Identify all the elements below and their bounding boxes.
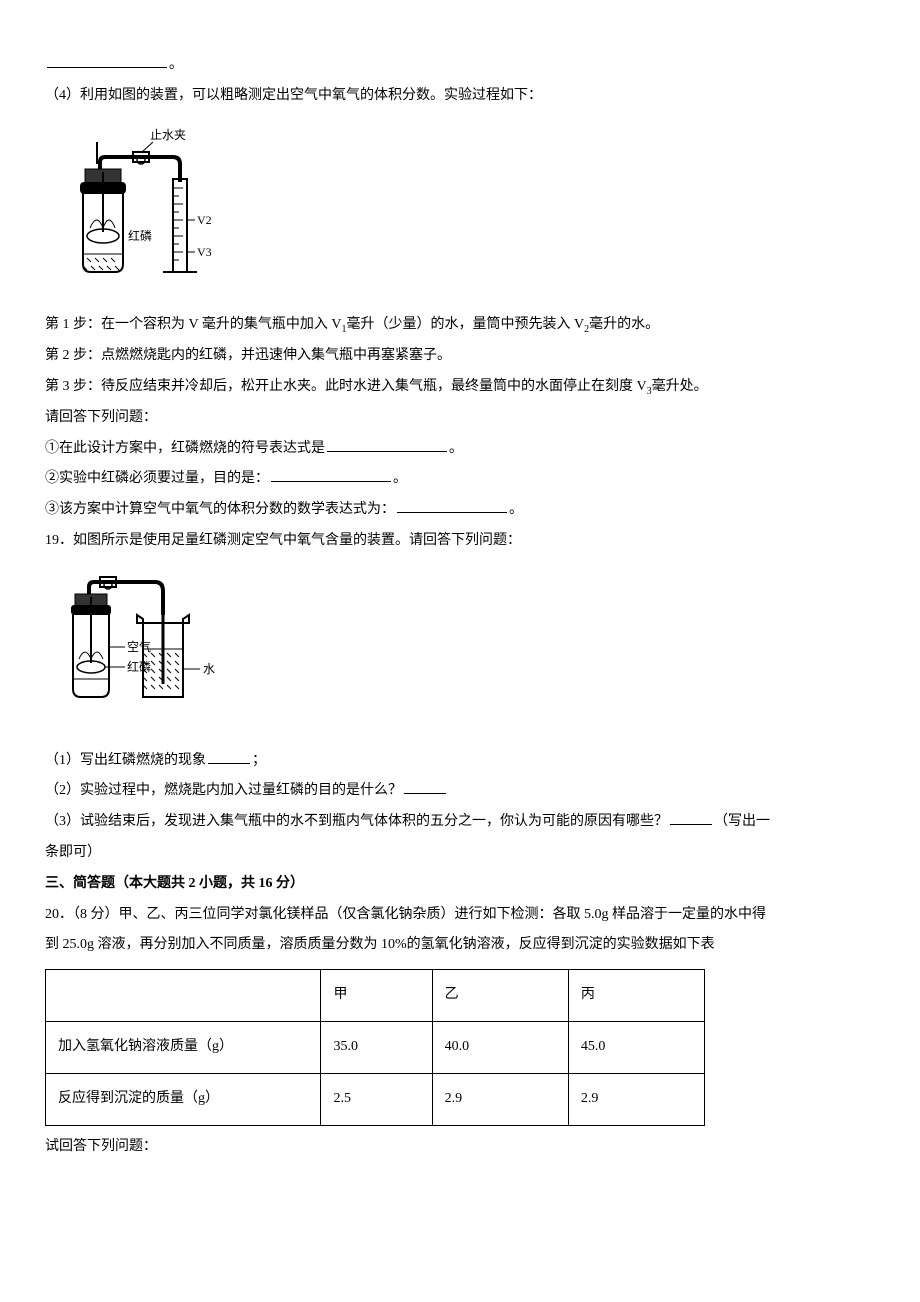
q20-data-table: 甲 乙 丙 加入氢氧化钠溶液质量（g） 35.0 40.0 45.0 反应得到沉…	[45, 969, 705, 1125]
table-cell: 乙	[432, 970, 568, 1022]
phosphorus-label: 红磷	[128, 228, 152, 243]
hanging-blank-line: 。	[45, 50, 875, 81]
table-cell: 2.9	[568, 1073, 704, 1125]
q4-figure: 止水夹 红磷 V2 V3	[45, 124, 875, 297]
apparatus-phosphorus-cylinder-icon: 止水夹 红磷 V2 V3	[45, 124, 215, 284]
section3-heading: 三、简答题（本大题共 2 小题，共 16 分）	[45, 869, 875, 900]
q19-p2: （2）实验过程中，燃烧匙内加入过量红磷的目的是什么？	[45, 776, 875, 807]
q19-p3-line1: （3）试验结束后，发现进入集气瓶中的水不到瓶内气体体积的五分之一，你认为可能的原…	[45, 807, 875, 838]
q4-sub3: ③该方案中计算空气中氧气的体积分数的数学表达式为：。	[45, 495, 875, 526]
q19-p1: （1）写出红磷燃烧的现象；	[45, 746, 875, 777]
table-row: 甲 乙 丙	[46, 970, 705, 1022]
table-cell: 35.0	[321, 1021, 432, 1073]
v2-label: V2	[197, 213, 212, 227]
q4-sub2: ②实验中红磷必须要过量，目的是：。	[45, 464, 875, 495]
table-cell: 40.0	[432, 1021, 568, 1073]
table-cell: 反应得到沉淀的质量（g）	[46, 1073, 321, 1125]
q4-step2: 第 2 步：点燃燃烧匙内的红磷，并迅速伸入集气瓶中再塞紧塞子。	[45, 341, 875, 372]
phosphorus-label-2: 红磷	[127, 659, 151, 674]
table-cell: 2.9	[432, 1073, 568, 1125]
q4-step1: 第 1 步：在一个容积为 V 毫升的集气瓶中加入 V1毫升（少量）的水，量筒中预…	[45, 310, 875, 341]
q4-intro: （4）利用如图的装置，可以粗略测定出空气中氧气的体积分数。实验过程如下：	[45, 81, 875, 112]
apparatus-phosphorus-beaker-icon: 空气 红磷 水	[45, 569, 245, 719]
table-cell: 2.5	[321, 1073, 432, 1125]
table-row: 加入氢氧化钠溶液质量（g） 35.0 40.0 45.0	[46, 1021, 705, 1073]
q19-figure: 空气 红磷 水	[45, 569, 875, 732]
table-cell: 丙	[568, 970, 704, 1022]
clamp-label: 止水夹	[150, 128, 186, 142]
q4-step3: 第 3 步：待反应结束并冷却后，松开止水夹。此时水进入集气瓶，最终量筒中的水面停…	[45, 372, 875, 403]
blank-period: 。	[169, 57, 183, 72]
q20-outro: 试回答下列问题：	[45, 1132, 875, 1163]
table-row: 反应得到沉淀的质量（g） 2.5 2.9 2.9	[46, 1073, 705, 1125]
q20-intro-line1: 20．（8 分）甲、乙、丙三位同学对氯化镁样品（仅含氯化钠杂质）进行如下检测：各…	[45, 900, 875, 931]
air-label: 空气	[127, 639, 151, 654]
water-label: 水	[203, 662, 215, 676]
q19-title: 19．如图所示是使用足量红磷测定空气中氧气含量的装置。请回答下列问题：	[45, 526, 875, 557]
q20-intro-line2: 到 25.0g 溶液，再分别加入不同质量，溶质质量分数为 10%的氢氧化钠溶液，…	[45, 930, 875, 961]
q4-answer-prompt: 请回答下列问题：	[45, 403, 875, 434]
table-cell	[46, 970, 321, 1022]
table-cell: 加入氢氧化钠溶液质量（g）	[46, 1021, 321, 1073]
table-cell: 45.0	[568, 1021, 704, 1073]
table-cell: 甲	[321, 970, 432, 1022]
q19-p3-line2: 条即可）	[45, 838, 875, 869]
q4-sub1: ①在此设计方案中，红磷燃烧的符号表达式是。	[45, 434, 875, 465]
v3-label: V3	[197, 245, 212, 259]
